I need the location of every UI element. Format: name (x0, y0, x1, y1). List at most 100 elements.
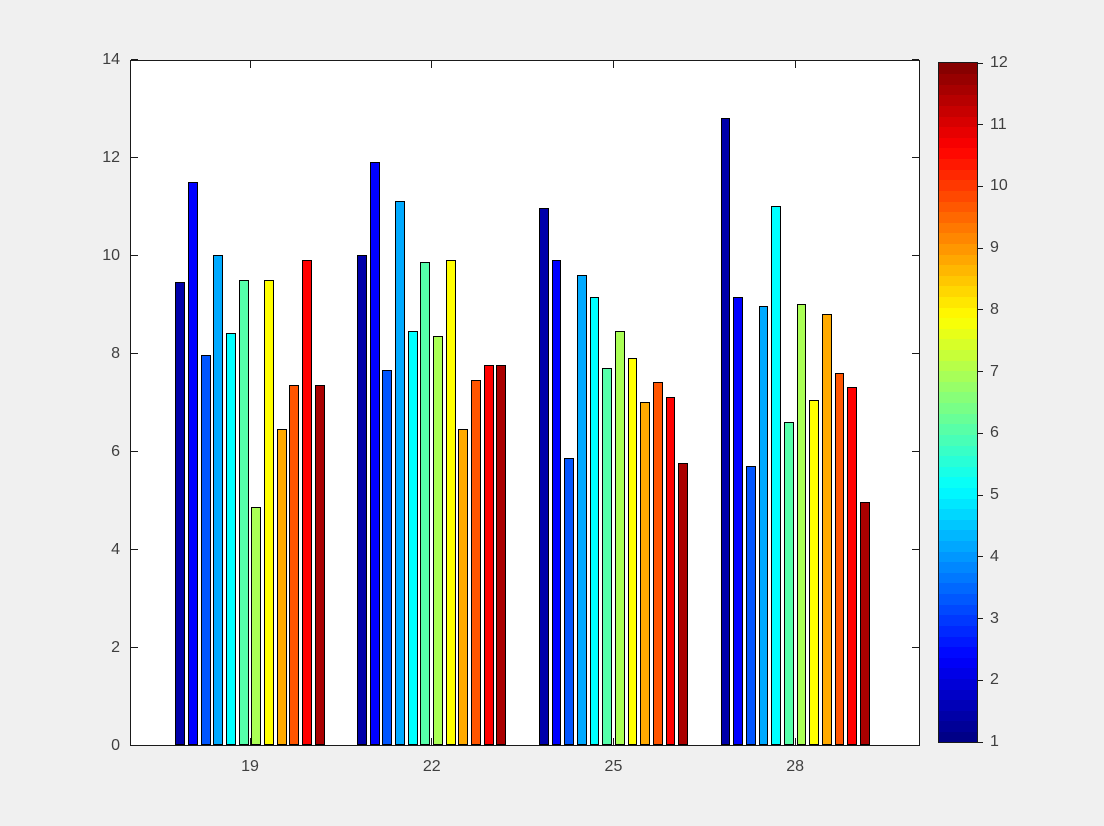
colorbar-band (939, 253, 977, 266)
bar (407, 330, 418, 745)
y-axis-tick (131, 353, 138, 354)
colorbar-band (939, 593, 977, 605)
x-tick-label: 22 (422, 758, 441, 775)
y-axis-tick (131, 451, 138, 452)
x-axis-tick (431, 738, 433, 745)
colorbar-tick-label: 7 (990, 362, 999, 380)
colorbar-tick-label: 5 (990, 486, 999, 504)
colorbar-band (939, 360, 977, 372)
y-axis-tick-mirror (912, 451, 919, 452)
bar (357, 255, 367, 745)
colorbar-band (939, 391, 977, 404)
colorbar-band (939, 688, 977, 701)
bar (226, 333, 236, 745)
colorbar-tick-label: 10 (990, 177, 1008, 195)
bar (733, 296, 744, 745)
colorbar-tick (978, 556, 983, 558)
bar (276, 428, 287, 745)
colorbar-band (939, 667, 977, 679)
y-tick-label: 12 (102, 149, 120, 166)
y-axis-tick (131, 647, 138, 648)
bar (175, 281, 186, 745)
colorbar-tick-label: 4 (990, 547, 999, 565)
colorbar-band (939, 582, 977, 595)
bar (602, 367, 613, 745)
colorbar-band (939, 444, 977, 457)
colorbar-band (939, 222, 977, 234)
bar (314, 384, 325, 745)
colorbar-tick (978, 432, 983, 434)
colorbar-band (939, 646, 977, 658)
colorbar-band (939, 381, 977, 393)
bar (564, 458, 575, 745)
bar (445, 259, 456, 745)
bar (238, 279, 249, 745)
colorbar-band (939, 540, 977, 552)
colorbar-band (939, 699, 977, 711)
y-axis-tick (131, 255, 138, 256)
bar (458, 428, 469, 745)
colorbar-band (939, 137, 977, 149)
y-tick-label: 2 (111, 639, 120, 656)
bar (264, 279, 274, 745)
colorbar-band (939, 328, 977, 340)
colorbar-band (939, 455, 977, 467)
bar (614, 330, 625, 745)
x-axis-tick-mirror (249, 61, 251, 68)
bar (289, 384, 300, 745)
y-axis-tick-mirror (912, 647, 919, 648)
colorbar-band (939, 317, 977, 329)
bar (720, 117, 731, 745)
bar (538, 208, 549, 745)
bar (200, 355, 211, 745)
colorbar-tick-label: 8 (990, 300, 999, 318)
colorbar-band (939, 731, 977, 742)
colorbar-band (939, 519, 977, 531)
bar (758, 306, 769, 745)
colorbar-band (939, 285, 977, 297)
colorbar-tick (978, 494, 983, 496)
colorbar-tick-label: 1 (990, 733, 999, 750)
colorbar-band (939, 200, 977, 213)
colorbar-band (939, 466, 977, 478)
bar (847, 387, 858, 745)
bar (665, 397, 676, 745)
y-axis-tick (131, 549, 138, 550)
colorbar-band (939, 94, 977, 107)
bar (640, 402, 651, 745)
colorbar-band (939, 635, 977, 648)
bar (483, 365, 494, 745)
bar (302, 259, 312, 745)
y-axis-tick-mirror (912, 157, 919, 158)
y-tick-label: 10 (102, 247, 120, 264)
bar (576, 274, 587, 745)
x-axis-tick-mirror (431, 61, 433, 68)
x-axis-tick (249, 738, 251, 745)
colorbar-band (939, 105, 977, 117)
colorbar-band (939, 497, 977, 510)
colorbar-band (939, 561, 977, 573)
bar (420, 262, 431, 745)
bar (251, 507, 262, 745)
colorbar-band (939, 63, 977, 75)
y-axis-tick-mirror (912, 255, 919, 256)
colorbar-band (939, 625, 977, 637)
colorbar-band (939, 264, 977, 276)
bar (771, 206, 782, 745)
colorbar-band (939, 423, 977, 435)
colorbar-band (939, 179, 977, 191)
colorbar-tick-label: 3 (990, 609, 999, 627)
colorbar-tick (978, 124, 983, 126)
bar (589, 296, 600, 745)
colorbar-band (939, 614, 977, 626)
colorbar-band (939, 604, 977, 616)
colorbar-tick (978, 247, 983, 249)
bar (796, 304, 807, 745)
x-axis-tick-mirror (612, 61, 614, 68)
colorbar-band (939, 657, 977, 669)
bar (395, 201, 405, 745)
colorbar-band (939, 434, 977, 446)
colorbar-tick (978, 618, 983, 620)
colorbar-band (939, 402, 977, 414)
